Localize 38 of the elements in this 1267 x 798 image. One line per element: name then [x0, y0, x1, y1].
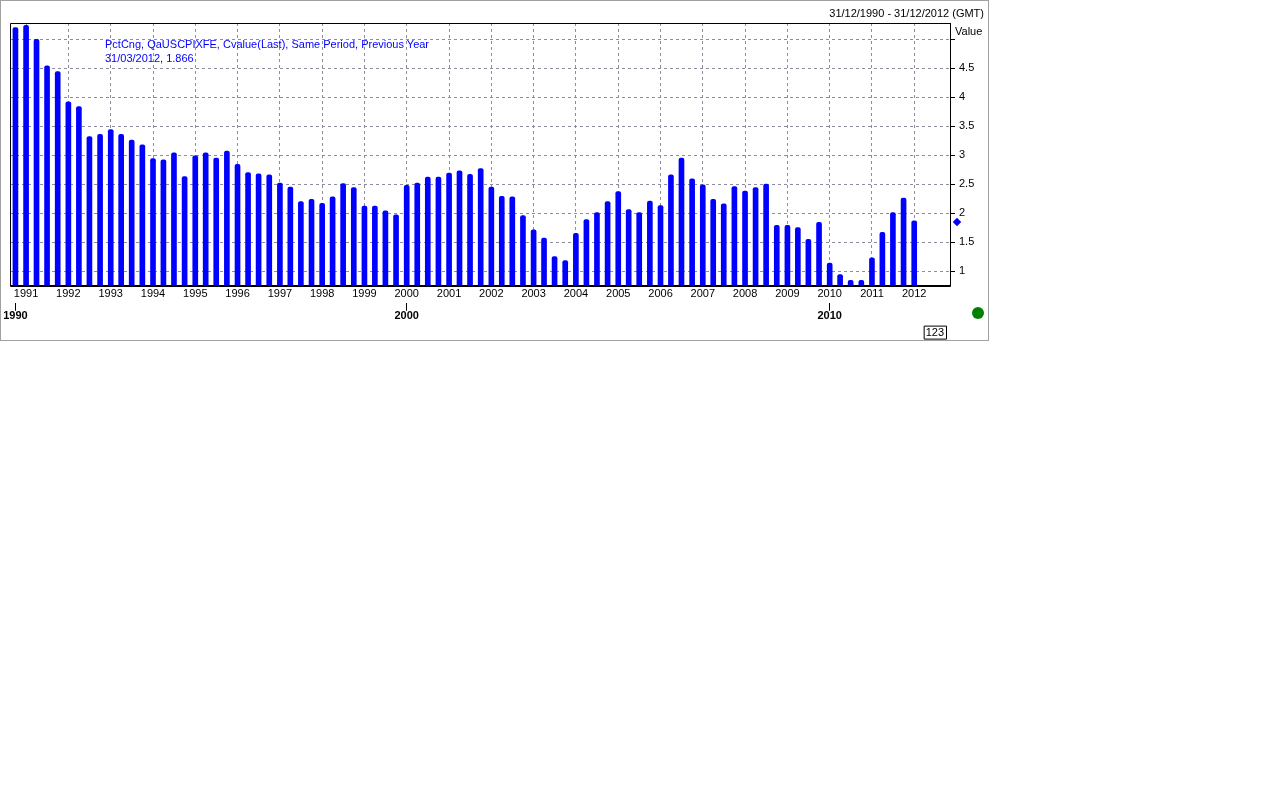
x-tick-label: 1993: [98, 287, 123, 300]
x-tick-label: 2012: [901, 287, 927, 300]
y-tick-label: 2.5: [959, 177, 975, 190]
x-tick-label: 2010: [817, 287, 842, 300]
y-tick-label: 4.5: [959, 61, 975, 74]
x-tick-label: 2002: [479, 287, 504, 300]
y-tick-label: 4: [959, 90, 966, 103]
x-tick-label: 1994: [140, 287, 166, 300]
x2-tick-label: 2000: [394, 308, 419, 321]
text: PctCng, QaUSCPIXFE, Cvalue(Last), Same Period, Previous Year: [105, 38, 430, 51]
chart-subtitle: 31/12/1990 - 31/12/2012 (GMT): [829, 6, 984, 19]
text: 123: [925, 326, 945, 339]
x2-tick-label: 2010: [817, 308, 842, 321]
x-tick-label: 1992: [56, 287, 81, 300]
x-tick-label: 1999: [352, 287, 377, 300]
x-tick-label: 2009: [775, 287, 800, 300]
y-axis-title: Value: [955, 25, 983, 38]
x-tick-label: 1998: [309, 287, 335, 300]
x-tick-label: 2011: [860, 287, 884, 300]
x2-tick-label: 1990: [3, 308, 28, 321]
annotation: 31/03/2012, 1.866: [105, 52, 194, 65]
y-tick-label: 3: [959, 148, 966, 161]
x-tick-label: 2003: [521, 287, 546, 300]
x-tick-label: 2007: [690, 287, 716, 300]
y-tick-label: 1.5: [959, 235, 975, 248]
x-tick-label: 2006: [648, 287, 673, 300]
y-tick-label: 2: [959, 206, 966, 219]
x-tick-label: 1995: [183, 287, 208, 300]
x-tick-label: 2008: [732, 287, 758, 300]
y-tick-label: 1: [959, 264, 966, 277]
x-tick-label: 2001: [436, 287, 462, 300]
x-tick-label: 2000: [394, 287, 419, 300]
y-tick-label: 3.5: [959, 119, 975, 132]
x-tick-label: 2005: [606, 287, 631, 300]
x-tick-label: 1997: [267, 287, 293, 300]
x-tick-label: 1996: [225, 287, 250, 300]
x-tick-label: 2004: [563, 287, 589, 300]
x-tick-label: 1991: [13, 287, 39, 300]
